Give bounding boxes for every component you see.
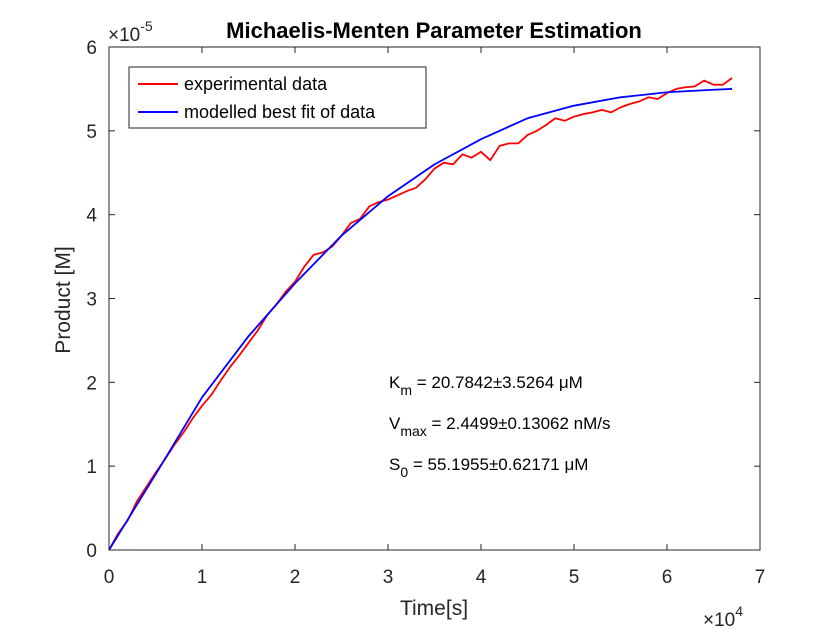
plot-area <box>109 47 760 550</box>
series-layer <box>108 77 733 551</box>
x-tick-label: 1 <box>197 567 208 588</box>
x-tick-label: 7 <box>755 567 766 588</box>
y-tick-label: 1 <box>86 457 97 478</box>
legend-entry: modelled best fit of data <box>184 102 376 122</box>
legend-box <box>128 66 427 129</box>
tick-labels: 0 1 2 3 4 5 6 7 0 1 2 3 4 5 6 ×10-5 ×104 <box>86 18 765 630</box>
series-line-experimental <box>108 77 733 551</box>
parameter-annotations: Km = 20.7842±3.5264 μM Vmax = 2.4499±0.13… <box>389 373 611 480</box>
x-tick-label: 6 <box>662 567 673 588</box>
series-line-fit <box>108 88 733 551</box>
y-tick-label: 0 <box>86 541 97 562</box>
legend-entry: experimental data <box>184 74 328 94</box>
parameter-annotation: S0 = 55.1955±0.62171 μM <box>389 455 588 480</box>
x-tick-label: 4 <box>476 567 487 588</box>
plot-background <box>109 47 760 550</box>
parameter-annotation: Vmax = 2.4499±0.13062 nM/s <box>389 414 611 439</box>
tick-marks <box>108 46 761 551</box>
y-tick-label: 6 <box>86 38 97 59</box>
x-tick-label: 5 <box>569 567 580 588</box>
y-tick-label: 2 <box>86 373 97 394</box>
y-tick-label: 3 <box>86 290 97 311</box>
parameter-annotation: Km = 20.7842±3.5264 μM <box>389 373 583 398</box>
x-axis-label: Time[s] <box>400 597 468 620</box>
x-tick-label: 2 <box>290 567 301 588</box>
chart-title: Michaelis-Menten Parameter Estimation <box>226 18 642 43</box>
x-exponent-label: ×104 <box>703 603 743 630</box>
y-axis-label: Product [M] <box>52 246 75 353</box>
x-tick-label: 3 <box>383 567 394 588</box>
y-tick-label: 5 <box>86 122 97 143</box>
y-tick-label: 4 <box>86 206 97 227</box>
x-tick-label: 0 <box>104 567 115 588</box>
legend: experimental data modelled best fit of da… <box>128 66 427 129</box>
y-exponent-label: ×10-5 <box>108 18 153 46</box>
